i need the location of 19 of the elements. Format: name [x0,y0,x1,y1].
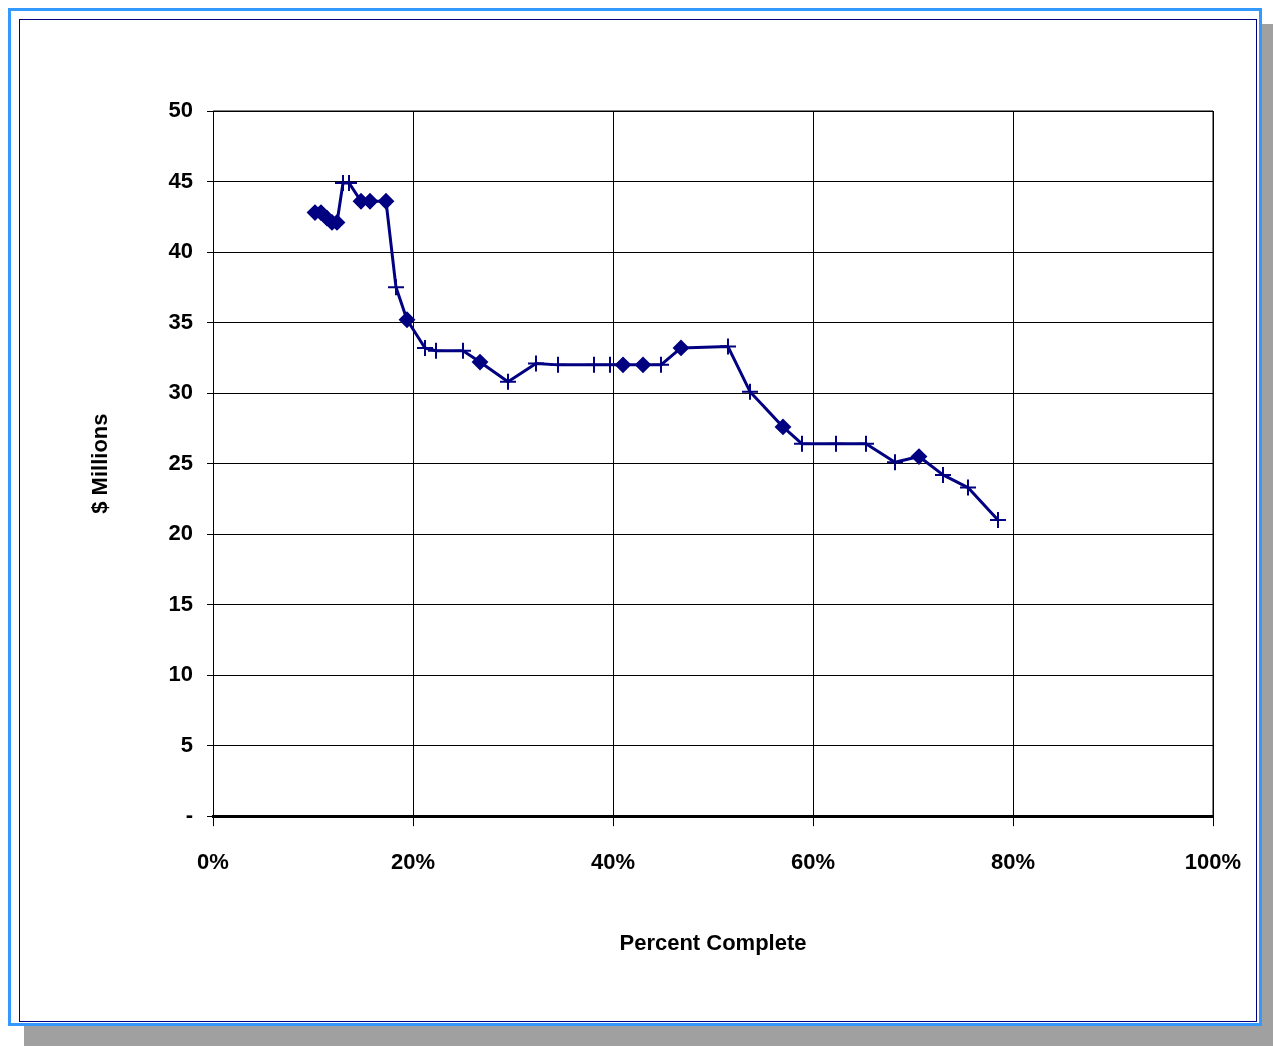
y-tick-label: 50 [168,97,193,123]
x-tick-label: 60% [790,849,836,875]
x-tick-label: 0% [197,849,229,875]
x-tick-label: 100% [1184,849,1242,875]
y-axis-title: $ Millions [87,413,113,514]
x-axis-title: Percent Complete [619,929,807,955]
y-tick-label: 45 [168,167,193,193]
y-tick-label: 30 [168,379,193,405]
y-tick-label: - [185,802,193,828]
y-tick-label: 5 [180,731,193,757]
x-tick-label: 20% [390,849,436,875]
y-tick-label: 35 [168,308,193,334]
x-tick-label: 40% [590,849,636,875]
y-tick-label: 40 [168,238,193,264]
y-tick-label: 15 [168,590,193,616]
y-tick-label: 20 [168,520,193,546]
y-tick-label: 25 [168,449,193,475]
y-tick-label: 10 [168,661,193,687]
x-tick-label: 80% [990,849,1036,875]
